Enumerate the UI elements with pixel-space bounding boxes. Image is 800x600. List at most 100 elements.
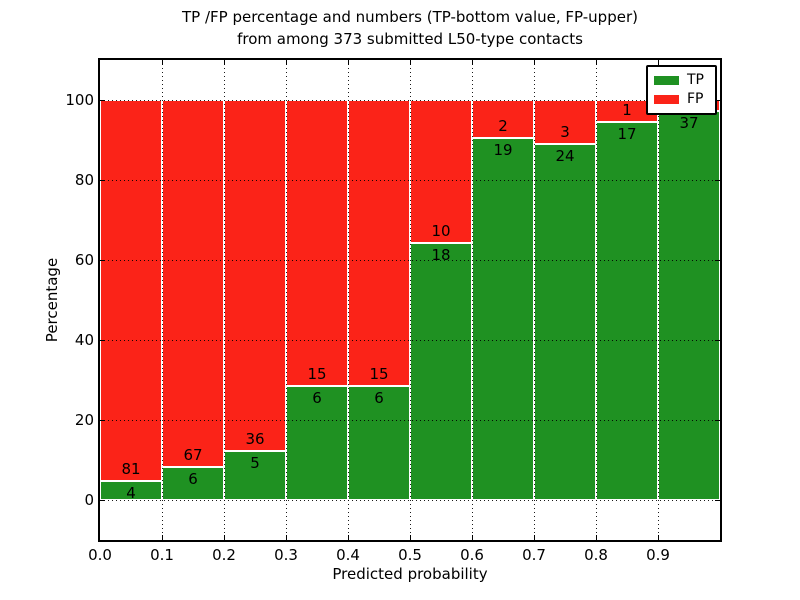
gridline-vertical [410,60,411,540]
y-tick-label: 80 [74,171,94,189]
fp-count-label: 15 [369,364,389,383]
x-tick-label: 0.8 [584,546,608,564]
fp-count-label: 67 [183,446,203,465]
x-tick-mark-bottom [224,535,225,540]
x-tick-mark-top [534,60,535,65]
x-tick-mark-top [596,60,597,65]
tp-segment [596,122,658,500]
y-tick-label: 20 [74,411,94,429]
gridline-vertical [534,60,535,540]
x-tick-label: 0.5 [398,546,422,564]
fp-segment [534,100,596,145]
fp-segment [348,100,410,386]
tp-segment [100,481,162,500]
y-tick-label: 40 [74,331,94,349]
fp-segment [100,100,162,482]
bar: 10 18 [410,100,472,500]
gridline-vertical [162,60,163,540]
tp-count-label: 6 [312,388,322,407]
y-tick-mark-right [715,500,720,501]
tp-count-label: 37 [679,113,699,132]
y-tick-label: 100 [65,91,94,109]
x-tick-label: 0.9 [646,546,670,564]
x-tick-mark-top [162,60,163,65]
tp-count-label: 6 [188,470,198,489]
bar: 15 6 [286,100,348,500]
x-tick-mark-bottom [658,535,659,540]
bar: 3 24 [534,100,596,500]
legend-row-tp: TP [654,71,709,90]
gridline-vertical [596,60,597,540]
fp-segment [162,100,224,468]
y-tick-label: 60 [74,251,94,269]
gridline-vertical [658,60,659,540]
bar: 36 5 [224,100,286,500]
fp-segment [224,100,286,452]
chart-title-line1: TP /FP percentage and numbers (TP-bottom… [182,8,638,26]
fp-count-label: 1 [622,101,632,120]
x-tick-mark-bottom [286,535,287,540]
tp-segment [472,138,534,500]
bar: 1 17 [596,100,658,500]
y-tick-mark-left [100,180,105,181]
chart-title-line2: from among 373 submitted L50-type contac… [237,30,583,48]
bar: 81 4 [100,100,162,503]
x-tick-mark-top [224,60,225,65]
legend-label-tp: TP [687,72,704,88]
fp-segment [472,100,534,139]
x-tick-mark-top [658,60,659,65]
fp-swatch-icon [654,95,679,104]
tp-count-label: 18 [431,245,451,264]
fp-count-label: 10 [431,221,451,240]
x-tick-label: 0.0 [88,546,112,564]
legend: TP FP [646,65,717,115]
x-tick-mark-top [286,60,287,65]
gridline-vertical [286,60,287,540]
x-tick-label: 0.7 [522,546,546,564]
x-tick-label: 0.1 [150,546,174,564]
legend-row-fp: FP [654,90,709,109]
plot-area: 8146763651561561018219324117137 [98,58,722,542]
fp-count-label: 36 [245,430,265,449]
y-tick-mark-left [100,260,105,261]
bar: 15 6 [348,100,410,500]
y-axis-label: Percentage [43,257,61,343]
x-tick-label: 0.3 [274,546,298,564]
gridline-vertical [224,60,225,540]
y-tick-mark-right [715,260,720,261]
y-tick-mark-left [100,420,105,421]
x-tick-mark-bottom [348,535,349,540]
x-tick-mark-top [410,60,411,65]
tp-segment [224,451,286,500]
x-tick-mark-bottom [410,535,411,540]
y-tick-label: 0 [84,491,94,509]
bar: 67 6 [162,100,224,500]
fp-count-label: 81 [121,460,141,479]
tp-segment [410,242,472,500]
bar: 2 19 [472,100,534,500]
y-tick-mark-right [715,180,720,181]
y-tick-mark-left [100,100,105,101]
x-axis-label: Predicted probability [332,565,488,583]
gridline-vertical [348,60,349,540]
y-tick-mark-right [715,420,720,421]
gridline-vertical [472,60,473,540]
tp-swatch-icon [654,76,679,85]
tp-segment [534,144,596,500]
x-tick-mark-bottom [472,535,473,540]
legend-label-fp: FP [687,91,704,107]
x-tick-label: 0.6 [460,546,484,564]
tp-count-label: 19 [493,141,513,160]
fp-count-label: 3 [560,123,570,142]
x-tick-mark-bottom [162,535,163,540]
x-tick-mark-bottom [596,535,597,540]
x-tick-label: 0.2 [212,546,236,564]
y-tick-mark-left [100,500,105,501]
tp-count-label: 24 [555,147,575,166]
fp-count-label: 2 [498,117,508,136]
bar: 137 [658,90,720,500]
fp-segment [286,100,348,386]
tp-count-label: 4 [126,484,136,503]
fp-count-label: 15 [307,364,327,383]
